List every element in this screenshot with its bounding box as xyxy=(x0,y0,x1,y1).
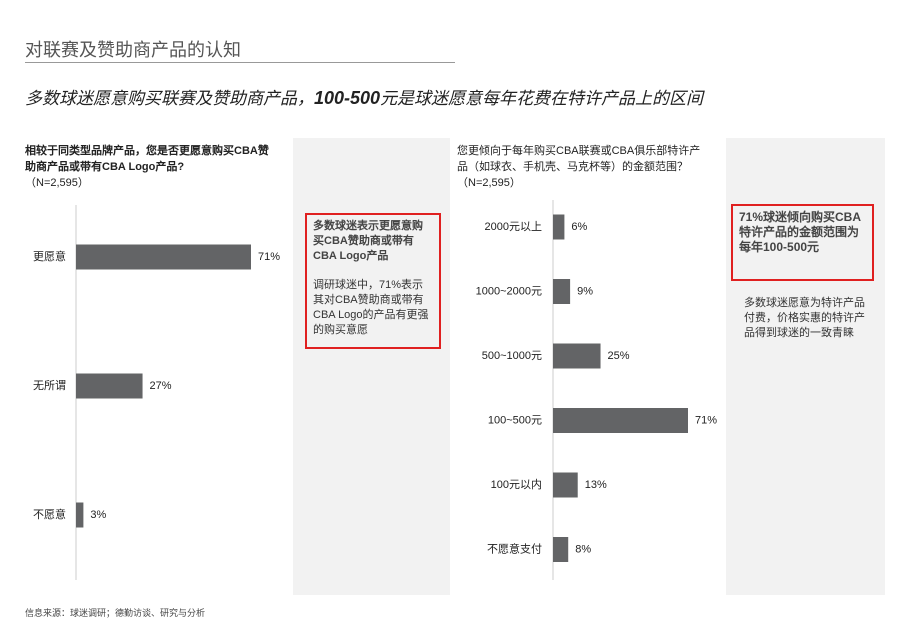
bar xyxy=(553,472,578,498)
value-label: 8% xyxy=(575,543,591,555)
headline-part: 100-500 xyxy=(314,88,381,108)
bar xyxy=(553,537,569,562)
category-label: 不愿意 xyxy=(33,507,66,521)
bar xyxy=(553,343,601,369)
headline: 多数球迷愿意购买联赛及赞助商产品，100-500元是球迷愿意每年花费在特许产品上… xyxy=(25,84,703,109)
category-label: 100元以内 xyxy=(491,477,542,491)
chart-title: 相较于同类型品牌产品，您是否更愿意购买CBA赞助商产品或带有CBA Logo产品… xyxy=(25,145,269,173)
bar xyxy=(553,214,565,240)
callout-heading: 71%球迷倾向购买CBA特许产品的金额范围为每年100-500元 xyxy=(739,210,862,254)
chart-subtitle: （N=2,595） xyxy=(457,177,521,189)
callout-body: 调研球迷中，71%表示其对CBA赞助商或带有CBA Logo的产品有更强的购买意… xyxy=(313,279,429,336)
bar xyxy=(76,373,143,399)
callout-heading: 多数球迷表示更愿意购买CBA赞助商或带有CBA Logo产品 xyxy=(313,220,423,262)
chart-title: 您更倾向于每年购买CBA联赛或CBA俱乐部特许产品（如球衣、手机壳、马克杯等）的… xyxy=(457,145,701,173)
value-label: 6% xyxy=(571,221,587,233)
category-label: 500~1000元 xyxy=(482,350,542,362)
value-label: 3% xyxy=(90,509,106,521)
source: 信息来源：球迷调研；德勤访谈、研究与分析 xyxy=(25,608,206,618)
value-label: 9% xyxy=(577,285,593,297)
value-label: 13% xyxy=(585,479,607,491)
category-label: 无所谓 xyxy=(33,379,66,392)
category-label: 1000~2000元 xyxy=(476,285,542,297)
bar xyxy=(553,408,688,433)
headline-part: 元是球迷愿意每年花费在特许产品上的区间 xyxy=(380,89,704,108)
side-panel xyxy=(726,138,885,595)
category-label: 2000元以上 xyxy=(485,220,542,233)
bar xyxy=(76,502,84,528)
bar xyxy=(553,279,571,304)
title-rule xyxy=(25,62,455,63)
slide-title: 对联赛及赞助商产品的认知 xyxy=(25,40,241,60)
value-label: 71% xyxy=(258,251,280,263)
bar xyxy=(76,244,251,270)
callout: 多数球迷表示更愿意购买CBA赞助商或带有CBA Logo产品 调研球迷中，71%… xyxy=(305,213,441,349)
callout: 71%球迷倾向购买CBA特许产品的金额范围为每年100-500元 xyxy=(731,204,874,281)
headline-part: 多数球迷愿意购买联赛及赞助商产品， xyxy=(25,89,314,108)
value-label: 27% xyxy=(150,380,172,392)
chart-title-block: 相较于同类型品牌产品，您是否更愿意购买CBA赞助商产品或带有CBA Logo产品… xyxy=(25,143,275,191)
category-label: 更愿意 xyxy=(33,249,66,263)
category-label: 不愿意支付 xyxy=(487,541,542,555)
callout-body: 多数球迷愿意为特许产品付费，价格实惠的特许产品得到球迷的一致青睐 xyxy=(744,297,865,339)
value-label: 71% xyxy=(695,414,717,426)
category-label: 100~500元 xyxy=(488,414,542,426)
chart-title-block: 您更倾向于每年购买CBA联赛或CBA俱乐部特许产品（如球衣、手机壳、马克杯等）的… xyxy=(457,143,707,191)
chart-subtitle: （N=2,595） xyxy=(25,177,89,189)
value-label: 25% xyxy=(608,350,630,362)
